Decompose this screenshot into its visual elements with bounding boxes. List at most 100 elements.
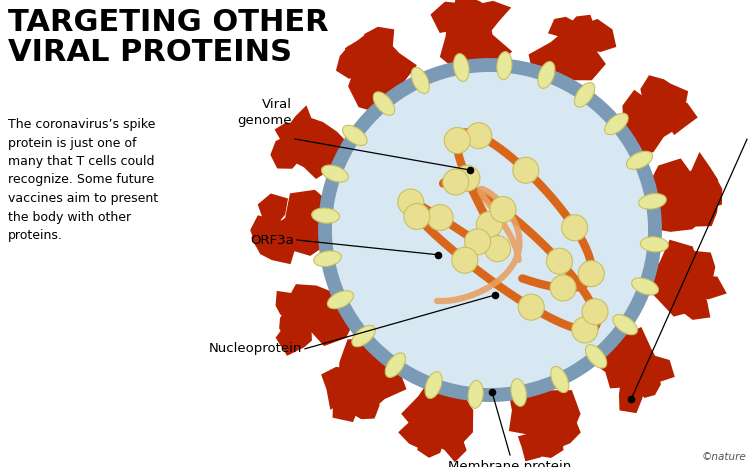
Point (464, 166, 476, 174)
Text: The coronavirus’s spike
protein is just one of
many that T cells could
recognize: The coronavirus’s spike protein is just … (8, 118, 158, 242)
Circle shape (484, 236, 511, 262)
Circle shape (466, 123, 492, 149)
Circle shape (547, 248, 572, 274)
Point (432, 251, 444, 259)
Circle shape (465, 229, 490, 255)
Polygon shape (646, 158, 710, 232)
Polygon shape (276, 291, 303, 322)
Ellipse shape (511, 379, 526, 406)
Circle shape (445, 127, 470, 154)
Ellipse shape (585, 345, 607, 368)
Polygon shape (611, 90, 686, 152)
Polygon shape (333, 386, 360, 422)
Circle shape (572, 317, 598, 343)
Point (626, 395, 638, 402)
Circle shape (325, 65, 655, 395)
Polygon shape (269, 190, 334, 256)
Circle shape (452, 247, 478, 273)
Ellipse shape (613, 315, 638, 335)
Polygon shape (691, 176, 722, 209)
Ellipse shape (632, 278, 659, 295)
Ellipse shape (497, 52, 512, 79)
Ellipse shape (641, 237, 668, 252)
Polygon shape (270, 134, 301, 169)
Circle shape (404, 204, 430, 229)
Text: Spike: Spike (750, 133, 751, 146)
Polygon shape (653, 84, 688, 122)
Ellipse shape (454, 54, 469, 81)
Ellipse shape (314, 251, 342, 267)
Text: Membrane protein: Membrane protein (448, 460, 572, 467)
Circle shape (513, 157, 538, 183)
Polygon shape (641, 75, 677, 112)
Polygon shape (358, 27, 394, 64)
Circle shape (476, 212, 502, 238)
Polygon shape (548, 17, 582, 38)
Ellipse shape (575, 83, 595, 107)
Polygon shape (687, 251, 715, 285)
Polygon shape (529, 31, 606, 99)
Ellipse shape (385, 353, 406, 377)
Polygon shape (567, 15, 596, 42)
Polygon shape (541, 415, 581, 447)
Polygon shape (276, 311, 312, 356)
Text: ©nature: ©nature (701, 452, 746, 462)
Circle shape (518, 294, 544, 320)
Polygon shape (432, 429, 466, 462)
Circle shape (490, 197, 516, 222)
Polygon shape (401, 377, 473, 450)
Polygon shape (430, 2, 479, 33)
Ellipse shape (327, 291, 354, 309)
Polygon shape (680, 152, 718, 196)
Polygon shape (252, 224, 297, 264)
Ellipse shape (468, 381, 483, 408)
Polygon shape (619, 381, 646, 413)
Polygon shape (440, 13, 512, 71)
Polygon shape (417, 427, 443, 458)
Polygon shape (469, 1, 511, 35)
Polygon shape (336, 46, 364, 79)
Text: ORF3a: ORF3a (250, 234, 294, 247)
Polygon shape (258, 193, 288, 231)
Point (486, 388, 498, 396)
Ellipse shape (550, 367, 569, 393)
Polygon shape (633, 240, 705, 317)
Polygon shape (398, 421, 436, 449)
Polygon shape (345, 32, 379, 70)
Ellipse shape (352, 325, 376, 347)
Polygon shape (285, 114, 351, 179)
Text: Nucleoprotein: Nucleoprotein (209, 342, 302, 355)
Polygon shape (637, 356, 675, 388)
Polygon shape (285, 284, 357, 346)
Ellipse shape (605, 113, 628, 134)
Circle shape (550, 275, 576, 301)
Polygon shape (279, 307, 306, 340)
Polygon shape (679, 289, 710, 320)
Text: TARGETING OTHER
VIRAL PROTEINS: TARGETING OTHER VIRAL PROTEINS (8, 8, 329, 67)
Polygon shape (275, 122, 301, 150)
Polygon shape (629, 369, 661, 398)
Polygon shape (518, 433, 552, 461)
Ellipse shape (626, 151, 653, 169)
Polygon shape (684, 276, 727, 299)
Ellipse shape (342, 125, 367, 146)
Polygon shape (533, 421, 563, 458)
Polygon shape (348, 35, 417, 114)
Polygon shape (451, 0, 498, 24)
Circle shape (454, 165, 480, 191)
Ellipse shape (321, 165, 348, 182)
Polygon shape (250, 215, 287, 251)
Circle shape (578, 261, 605, 287)
Circle shape (398, 189, 424, 215)
Text: Viral
genome: Viral genome (237, 98, 292, 127)
Ellipse shape (312, 208, 339, 223)
Ellipse shape (538, 62, 555, 88)
Ellipse shape (638, 194, 666, 209)
Polygon shape (656, 103, 698, 135)
Polygon shape (579, 19, 617, 52)
Circle shape (427, 205, 453, 231)
Polygon shape (338, 337, 406, 415)
Ellipse shape (412, 67, 430, 93)
Circle shape (443, 169, 469, 195)
Polygon shape (584, 327, 662, 389)
